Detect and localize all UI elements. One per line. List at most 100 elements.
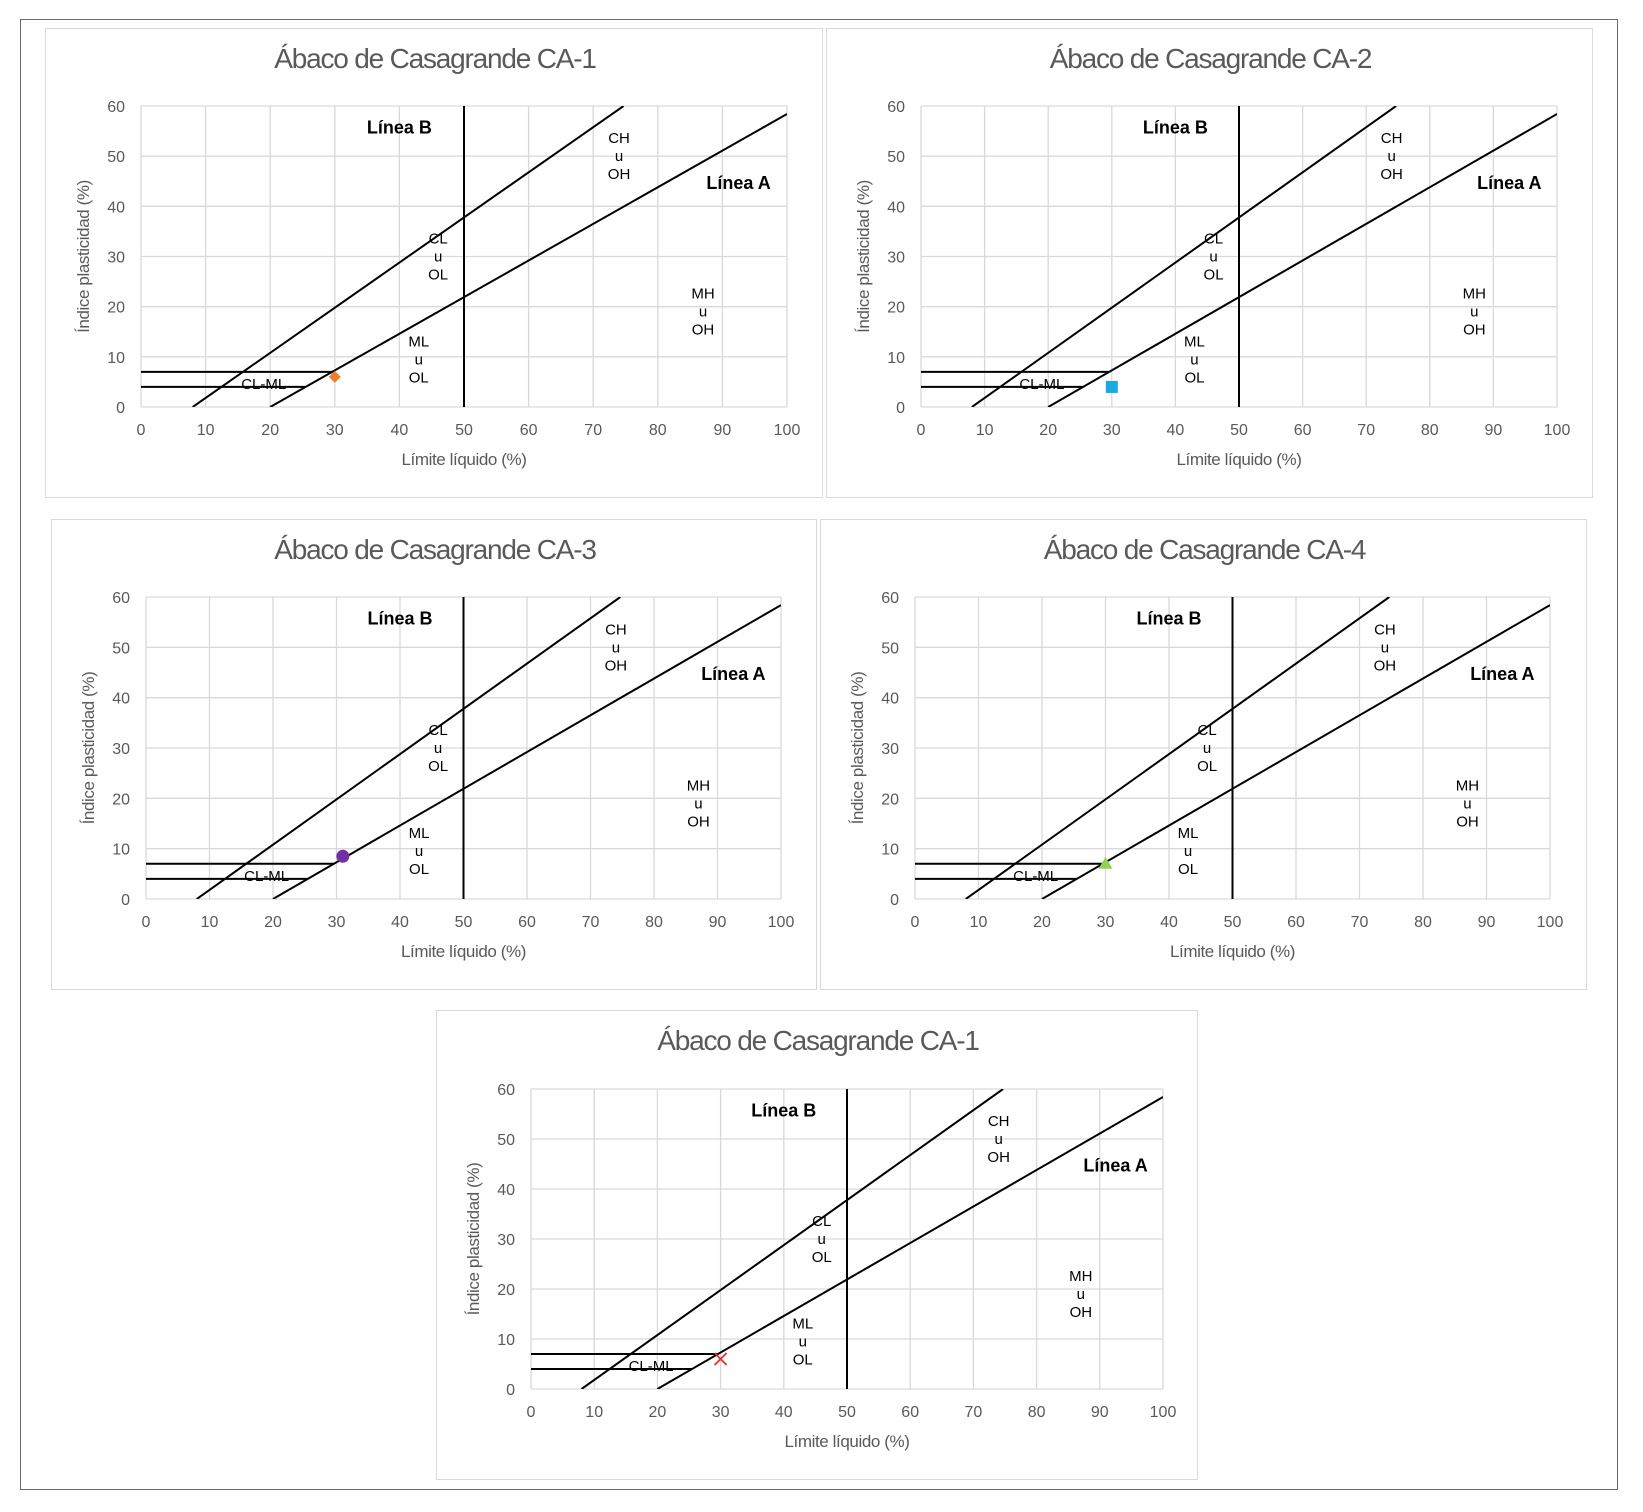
- zone-label-line: CL-ML: [1019, 376, 1064, 393]
- x-tick-label: 0: [142, 914, 151, 931]
- y-tick-label: 30: [887, 250, 905, 267]
- zone-label-line: CH: [1381, 130, 1403, 147]
- x-tick-label: 70: [582, 914, 600, 931]
- zone-label-line: OH: [1456, 813, 1479, 830]
- x-tick-label: 0: [917, 422, 926, 439]
- y-axis-label: Índice plasticidad (%): [848, 672, 867, 825]
- upper-limit-line: [965, 597, 1390, 899]
- zone-label-cl-ml: CL-ML: [241, 376, 286, 393]
- y-tick-label: 10: [112, 842, 130, 859]
- y-tick-label: 10: [107, 350, 125, 367]
- y-axis-label: Índice plasticidad (%): [74, 180, 93, 333]
- zone-label-line: ML: [1178, 825, 1199, 842]
- zone-label-line: OH: [605, 657, 628, 674]
- x-tick-label: 10: [585, 1404, 603, 1421]
- y-tick-label: 50: [881, 640, 899, 657]
- zone-label-line: OL: [428, 267, 448, 284]
- zone-label-line: CH: [608, 130, 630, 147]
- y-tick-label: 40: [497, 1182, 515, 1199]
- y-tick-label: 0: [121, 892, 130, 909]
- zone-label-line: u: [434, 249, 442, 266]
- x-tick-label: 40: [775, 1404, 793, 1421]
- zone-label-line: OH: [1070, 1304, 1093, 1321]
- line-b-label: Línea B: [751, 1101, 816, 1121]
- zone-label-line: CL-ML: [629, 1358, 674, 1375]
- y-tick-label: 60: [112, 590, 130, 607]
- zone-label-cl-ml: CL-ML: [629, 1358, 674, 1375]
- line-a: [656, 1096, 1163, 1389]
- x-tick-label: 10: [976, 422, 994, 439]
- zone-label-line: OL: [1178, 861, 1198, 878]
- zone-label-line: OH: [1380, 166, 1403, 183]
- x-tick-label: 50: [1230, 422, 1248, 439]
- reference-lines: [915, 597, 1550, 899]
- x-tick-label: 60: [901, 1404, 919, 1421]
- zone-label-line: u: [434, 740, 442, 757]
- y-tick-label: 50: [497, 1132, 515, 1149]
- chart-svg: Ábaco de Casagrande CA-3 0 10 20 30 40 50 60 70 8…: [79, 534, 794, 961]
- x-tick-label: 30: [1097, 914, 1115, 931]
- zone-label-line: OH: [987, 1149, 1010, 1166]
- zone-label-line: ML: [792, 1316, 813, 1333]
- y-tick-label: 10: [881, 842, 899, 859]
- y-axis-label: Índice plasticidad (%): [464, 1163, 483, 1316]
- x-tick-label: 60: [1294, 422, 1312, 439]
- zone-label-line: u: [1463, 795, 1471, 812]
- x-tick-label: 70: [584, 422, 602, 439]
- x-tick-label: 80: [645, 914, 663, 931]
- chart-panel-1: Ábaco de Casagrande CA-1 0 10 20 30 40 50 60 70 8…: [45, 28, 823, 498]
- y-tick-label: 60: [881, 590, 899, 607]
- y-axis-label: Índice plasticidad (%): [79, 672, 98, 825]
- zone-label-line: OH: [608, 166, 631, 183]
- y-tick-label: 30: [112, 741, 130, 758]
- x-tick-label: 0: [911, 914, 920, 931]
- y-tick-label: 20: [881, 791, 899, 808]
- chart-title: Ábaco de Casagrande CA-2: [1050, 43, 1372, 74]
- chart-svg: Ábaco de Casagrande CA-1 0 10 20 30 40 50 60 70 8…: [464, 1025, 1176, 1451]
- line-b-label: Línea B: [367, 609, 432, 629]
- x-axis-label: Límite líquido (%): [1170, 942, 1295, 961]
- y-tick-label: 60: [497, 1082, 515, 1099]
- zone-label-line: OL: [428, 758, 448, 775]
- zone-label-line: u: [1184, 843, 1192, 860]
- y-tick-label: 20: [497, 1282, 515, 1299]
- data-point-x: [713, 1352, 728, 1366]
- line-b-label: Línea B: [1143, 118, 1208, 138]
- chart-svg: Ábaco de Casagrande CA-4 0 10 20 30 40 50 60 70 8…: [848, 534, 1563, 961]
- x-tick-label: 90: [714, 422, 732, 439]
- upper-limit-line: [192, 106, 625, 407]
- zone-label-line: u: [1190, 351, 1198, 368]
- zone-label-line: OL: [1197, 758, 1217, 775]
- x-tick-label: 90: [1091, 1404, 1109, 1421]
- x-axis-label: Límite líquido (%): [1176, 450, 1301, 469]
- chart-svg: Ábaco de Casagrande CA-1 0 10 20 30 40 50 60 70 8…: [74, 43, 800, 469]
- zone-label-line: MH: [687, 777, 710, 794]
- chart-panel-4: Ábaco de Casagrande CA-4 0 10 20 30 40 50 60 70 8…: [820, 519, 1587, 990]
- x-tick-label: 80: [1028, 1404, 1046, 1421]
- y-tick-label: 0: [896, 400, 905, 417]
- y-tick-label: 30: [107, 250, 125, 267]
- zone-label-line: ML: [409, 825, 430, 842]
- zone-label-line: MH: [691, 286, 714, 303]
- chart-title: Ábaco de Casagrande CA-3: [274, 534, 596, 565]
- zone-label-line: CH: [605, 621, 627, 638]
- y-tick-label: 0: [506, 1382, 515, 1399]
- y-tick-label: 10: [497, 1332, 515, 1349]
- x-tick-label: 60: [1287, 914, 1305, 931]
- zone-label-line: u: [1470, 304, 1478, 321]
- x-tick-label: 90: [709, 914, 727, 931]
- line-a: [1047, 113, 1557, 407]
- x-tick-label: 70: [965, 1404, 983, 1421]
- x-tick-label: 30: [1103, 422, 1121, 439]
